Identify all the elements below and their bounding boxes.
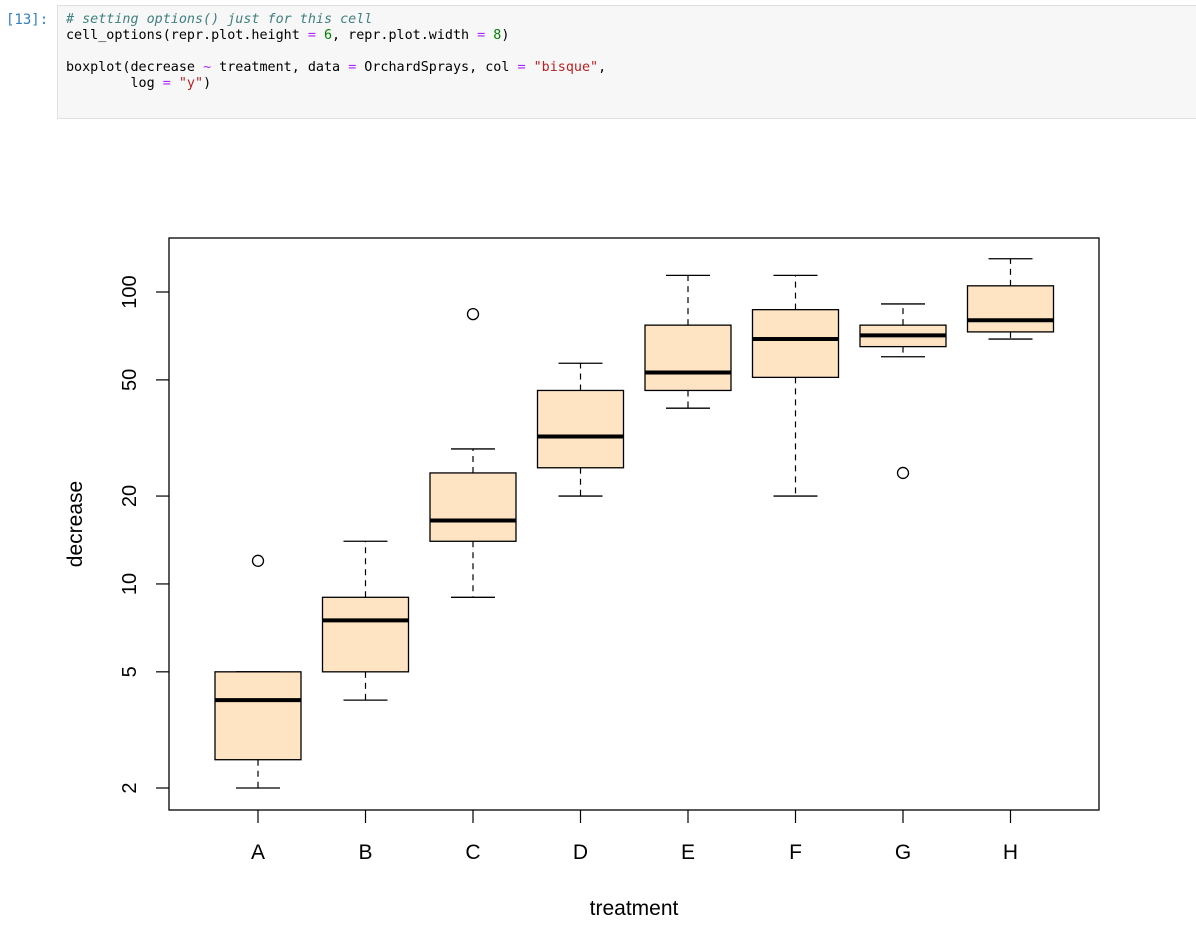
code-token: = [162,76,171,91]
code-token: ~ [203,60,212,75]
box-A [214,554,302,789]
x-tick-label: C [465,841,480,864]
outlier-point [466,307,480,321]
x-tick-label: B [358,841,372,864]
boxplot-chart: 2 5 10 20 50 100 A B C D E F G H treatment decrease [64,237,1100,920]
x-tick-label: F [789,841,802,864]
y-tick-label: 100 [119,275,141,308]
box-B [321,540,410,701]
box-C [429,307,517,598]
code-token: log [66,76,163,91]
plot-frame [168,237,1100,811]
box-iqr [644,324,732,392]
code-token: OrchardSprays, col [356,60,518,75]
box-iqr [751,309,840,379]
code-token: "bisque" [525,60,599,75]
cell-prompt: [13]: [6,12,49,28]
x-tick-label: D [573,841,588,864]
box-E [644,274,732,409]
x-axis: A B C D E F G H [251,810,1018,864]
code-line-boxplot: boxplot(decrease ~ treatment, data = Orc… [66,60,606,75]
code-line-cell-options: cell_options(repr.plot.height = 6, repr.… [66,28,509,43]
x-axis-label: treatment [590,897,679,920]
y-axis: 2 5 10 20 50 100 [119,275,169,794]
code-token: , repr.plot.width [332,28,478,43]
outlier-point [251,554,265,567]
code-token: , [598,60,607,75]
box-iqr [429,472,517,542]
box-iqr [321,596,410,673]
box-iqr [966,285,1055,333]
code-token: boxplot(decrease [66,60,204,75]
code-token: "y" [170,76,204,91]
code-editor[interactable]: # setting options() just for this cell c… [58,6,1196,92]
y-tick-label: 20 [119,485,141,507]
box-G [859,303,947,480]
box-H [966,258,1055,340]
code-token: = [517,60,526,75]
outlier-point [896,466,910,480]
cell-output: 2 5 10 20 50 100 A B C D E F G H treatment decrease [0,120,1196,938]
x-tick-label: H [1003,841,1018,864]
code-token: 8 [485,28,502,43]
x-tick-label: A [251,841,265,864]
code-token: = [477,28,486,43]
y-tick-label: 2 [119,782,141,793]
box-F [751,274,840,497]
y-tick-label: 10 [119,573,141,595]
box-iqr [536,389,625,469]
code-token: = [348,60,357,75]
y-tick-label: 50 [119,369,141,391]
code-token: cell_options(repr.plot.height [66,28,308,43]
y-tick-label: 5 [119,666,141,677]
code-token: = [307,28,316,43]
code-comment: # setting options() just for this cell [66,12,373,27]
code-cell[interactable]: # setting options() just for this cell c… [57,5,1196,119]
x-tick-label: E [681,841,695,864]
code-token: ) [203,76,212,91]
box-iqr [214,671,302,761]
code-line-log: log = "y") [66,76,211,91]
code-token: ) [501,28,510,43]
boxes [214,258,1055,789]
box-D [536,362,625,497]
code-token: 6 [315,28,333,43]
y-axis-label: decrease [64,481,87,567]
x-tick-label: G [895,841,911,864]
code-token: treatment, data [211,60,349,75]
